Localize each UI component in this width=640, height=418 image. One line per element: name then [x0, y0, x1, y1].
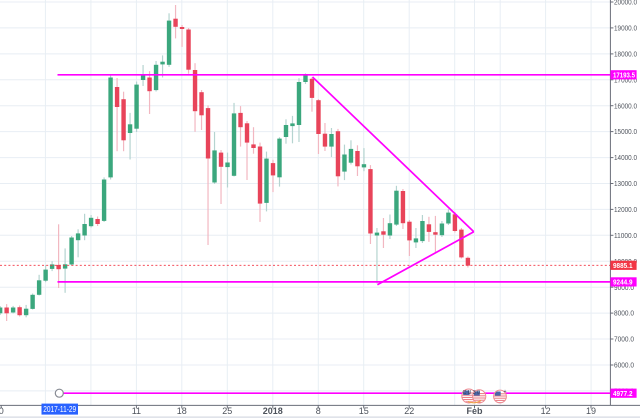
svg-text:15000.0: 15000.0	[614, 127, 637, 136]
svg-text:12000.0: 12000.0	[614, 205, 637, 214]
svg-text:9885.1: 9885.1	[613, 261, 633, 270]
svg-text:8: 8	[316, 406, 321, 416]
svg-text:20000.0: 20000.0	[614, 0, 637, 7]
svg-text:12: 12	[541, 406, 551, 416]
svg-text:9000.0: 9000.0	[614, 283, 634, 292]
svg-text:7000.0: 7000.0	[614, 335, 634, 344]
svg-text:19: 19	[586, 406, 596, 416]
svg-text:6000.0: 6000.0	[614, 361, 634, 370]
svg-text:4977.2: 4977.2	[613, 389, 633, 398]
svg-text:Feb: Feb	[466, 406, 483, 416]
svg-text:17000.0: 17000.0	[614, 75, 637, 84]
svg-text:11000.0: 11000.0	[614, 231, 637, 240]
svg-text:19000.0: 19000.0	[614, 24, 637, 33]
svg-text:11: 11	[132, 406, 141, 416]
svg-text:22: 22	[404, 406, 414, 416]
svg-text:9244.9: 9244.9	[613, 278, 633, 287]
svg-text:CU30: CU30	[463, 390, 482, 396]
svg-text:8000.0: 8000.0	[614, 309, 634, 318]
svg-text:15: 15	[359, 406, 369, 416]
svg-text:13000.0: 13000.0	[614, 179, 637, 188]
svg-text:16000.0: 16000.0	[614, 101, 637, 110]
svg-text:2018: 2018	[263, 406, 283, 416]
svg-text:18000.0: 18000.0	[614, 50, 637, 59]
svg-text:0: 0	[0, 406, 4, 416]
svg-text:25: 25	[222, 406, 232, 416]
svg-text:18: 18	[177, 406, 187, 416]
svg-text:14000.0: 14000.0	[614, 153, 637, 162]
svg-text:+: +	[504, 389, 507, 395]
svg-text:17193.5: 17193.5	[613, 71, 635, 80]
svg-text:2017-11-29: 2017-11-29	[43, 405, 76, 414]
